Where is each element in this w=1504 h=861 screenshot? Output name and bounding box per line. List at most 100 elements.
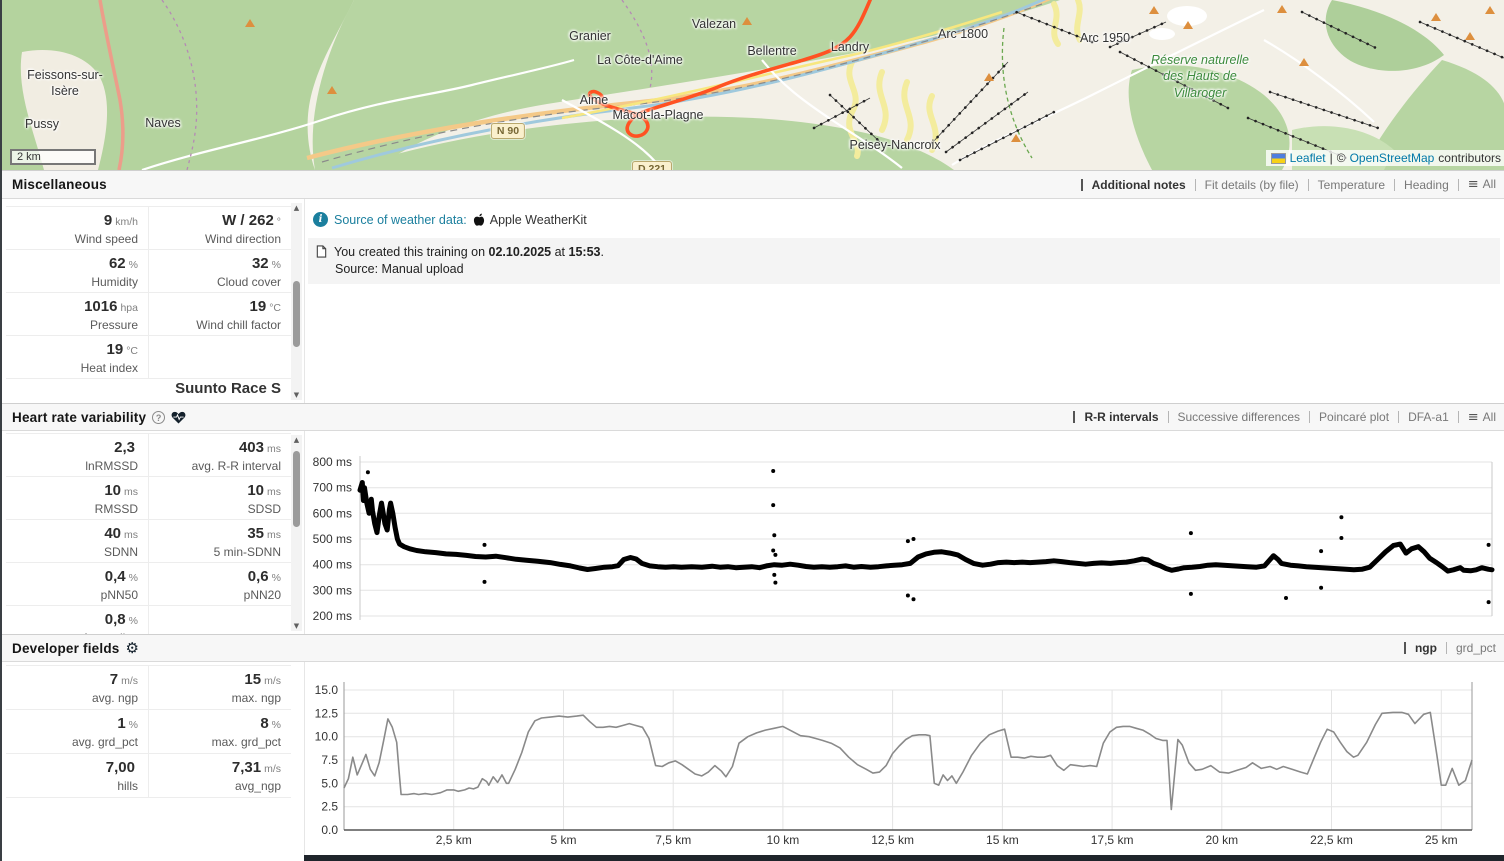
map-label-naves: Naves [145,116,181,130]
svg-text:7,5 km: 7,5 km [655,833,691,847]
scroll-down-icon[interactable]: ▼ [293,391,300,399]
svg-text:10.0: 10.0 [315,730,339,744]
road-shield-d221: D 221 [631,161,673,170]
leaflet-link[interactable]: Leaflet [1289,151,1326,165]
stat-wind-chill: 19 °C Wind chill factor [148,293,291,336]
svg-text:22,5 km: 22,5 km [1310,833,1353,847]
stat-hills: 7,00 hills [6,754,148,798]
peak-icons [245,5,1495,142]
map-label-arc1800: Arc 1800 [937,27,989,41]
misc-stats-grid: 9 km/h Wind speed W / 262 ° Wind direction 6… [6,206,291,379]
ngp-chart[interactable]: 2,5 km 5 km 7,5 km 10 km 12,5 km 15 km 17,5 km… [305,661,1504,855]
svg-text:10 km: 10 km [767,833,800,847]
help-icon[interactable]: ? [152,410,166,424]
hamburger-icon: ≡ [1467,177,1479,192]
misc-stats-scrollbar[interactable]: ▲ ▼ [291,203,302,400]
apple-icon [473,213,484,226]
svg-text:700 ms: 700 ms [313,481,352,495]
dev-menu-grd-pct[interactable]: grd_pct [1455,641,1496,655]
hrv-menu-rr-intervals[interactable]: R-R intervals [1084,410,1159,424]
svg-text:300 ms: 300 ms [313,583,352,597]
svg-text:12.5: 12.5 [315,706,339,720]
gear-icon[interactable]: ⚙ [125,638,140,657]
svg-text:20 km: 20 km [1205,833,1238,847]
map-label-peisey: Peisey-Nancroix [849,138,941,152]
map-label-reserve: Réserve naturelle des Hauts de Villaroge… [1151,53,1249,100]
misc-section-menu: Additional notes Fit details (by file) T… [1072,177,1496,192]
misc-menu-temperature[interactable]: Temperature [1317,177,1386,192]
scrollbar-thumb[interactable] [293,451,300,527]
hrv-section-menu: R-R intervals Successive differences Poi… [1064,410,1496,425]
file-icon [316,245,327,258]
svg-text:25 km: 25 km [1425,833,1458,847]
svg-text:17,5 km: 17,5 km [1091,833,1134,847]
map-canvas [2,0,1504,170]
dev-stats-grid: 7 m/s avg. ngp 15 m/s max. ngp 1% avg. grd_pc… [6,665,291,798]
map-label-valezan: Valezan [691,17,737,31]
route-map[interactable]: Feissons-sur-Isère Pussy Naves Granier L… [2,0,1504,170]
rr-intervals-chart[interactable]: 800 ms 700 ms 600 ms 500 ms 400 ms 300 ms 200 … [305,434,1504,634]
stat-heat-index: 19 °C Heat index [6,336,148,379]
stat-lnrmssd: 2,3 lnRMSSD [6,434,148,477]
road-shield-n90: N 90 [490,123,526,139]
map-label-arc1950: Arc 1950 [1079,31,1131,45]
map-label-pussy: Pussy [24,117,60,131]
stat-wind-direction: W / 262 ° Wind direction [148,207,291,250]
osm-link[interactable]: OpenStreetMap [1349,151,1435,165]
misc-menu-fit-details[interactable]: Fit details (by file) [1204,177,1299,192]
hamburger-icon: ≡ [1467,409,1479,425]
dev-menu-ngp[interactable]: ngp [1414,641,1437,655]
map-attribution: Leaflet | © OpenStreetMap contributors [1265,150,1504,166]
info-icon: i [313,212,328,227]
dev-section-header: Developer fields ⚙ ngp grd_pct [2,634,1504,662]
hrv-menu-poincare-plot[interactable]: Poincaré plot [1319,410,1390,424]
stat-anomalies: 0,8%Anomalies [6,606,148,635]
svg-text:15 km: 15 km [986,833,1019,847]
weather-source-label[interactable]: Source of weather data: [334,212,467,227]
svg-text:2,5 km: 2,5 km [436,833,472,847]
gps-route-line [587,0,873,138]
stat-humidity: 62% Humidity [6,250,148,293]
created-note-source: Source: Manual upload [335,262,464,276]
map-label-granier: Granier [569,29,611,43]
svg-text:800 ms: 800 ms [313,455,352,469]
svg-text:500 ms: 500 ms [313,532,352,546]
stat-max-grd-pct: 8% max. grd_pct [148,710,291,754]
weather-provider: Apple WeatherKit [473,213,587,227]
scroll-up-icon[interactable]: ▲ [293,436,300,444]
stat-pnn50: 0,4% pNN50 [6,563,148,606]
stat-avg-ngp-2: 7,31 m/s avg_ngp [148,754,291,798]
heart-pulse-icon [171,411,186,423]
map-label-macot: Mâcot-la-Plagne [612,108,704,122]
stat-avg-rr: 403 ms avg. R-R interval [148,434,291,477]
svg-text:200 ms: 200 ms [313,609,352,623]
hrv-menu-all[interactable]: ≡ All [1467,409,1496,425]
stat-sdsd: 10 ms SDSD [148,477,291,520]
misc-menu-heading[interactable]: Heading [1404,177,1449,192]
weather-source-note: i Source of weather data: Apple WeatherK… [313,212,587,227]
scroll-down-icon[interactable]: ▼ [293,622,300,630]
hrv-menu-successive-differences[interactable]: Successive differences [1177,410,1301,424]
stat-max-ngp: 15 m/s max. ngp [148,666,291,710]
svg-text:0.0: 0.0 [321,823,338,837]
scrollbar-thumb[interactable] [293,281,300,347]
stat-wind-speed: 9 km/h Wind speed [6,207,148,250]
misc-menu-all[interactable]: ≡ All [1467,177,1496,192]
created-note: You created this training on 02.10.2025 … [308,238,1500,284]
svg-text:7.5: 7.5 [321,753,338,767]
map-label-bellentre: Bellentre [747,44,797,58]
svg-text:15.0: 15.0 [315,683,339,697]
svg-text:12,5 km: 12,5 km [871,833,914,847]
stat-avg-ngp: 7 m/s avg. ngp [6,666,148,710]
map-label-feissons: Feissons-sur-Isère [27,68,103,98]
scroll-up-icon[interactable]: ▲ [293,204,300,212]
misc-section-title: Miscellaneous [12,177,107,192]
ukraine-flag-icon [1270,152,1286,164]
next-section-edge [304,855,1504,861]
hrv-stats-scrollbar[interactable]: ▲ ▼ [291,435,302,631]
misc-menu-additional-notes[interactable]: Additional notes [1091,177,1186,192]
stat-empty [148,336,291,379]
dev-section-title: Developer fields ⚙ [12,638,140,657]
hrv-menu-dfa-a1[interactable]: DFA-a1 [1408,410,1449,424]
dev-section-menu: ngp grd_pct [1395,641,1496,655]
